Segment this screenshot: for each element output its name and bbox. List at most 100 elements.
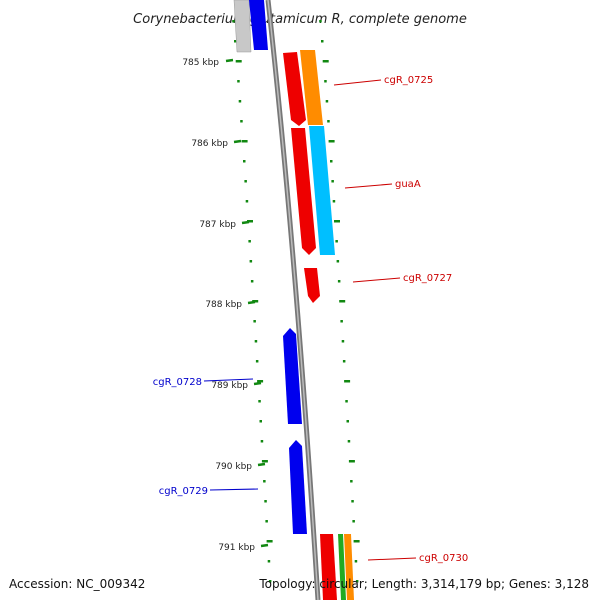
scale-dot	[331, 180, 334, 183]
gene-cgR_0729[interactable]	[289, 440, 307, 534]
scale-label: 791 kbp	[218, 543, 255, 553]
scale-dot	[249, 260, 253, 263]
scale-dot	[345, 400, 348, 403]
scale-dot	[235, 60, 242, 63]
gene-label-cgR_0728[interactable]: cgR_0728	[153, 377, 202, 388]
scale-dot	[259, 420, 262, 423]
gene-label-cgR_0725[interactable]: cgR_0725	[384, 75, 433, 86]
scale-tick	[247, 300, 256, 305]
leader-line	[344, 183, 393, 189]
scale-dot	[232, 20, 235, 23]
scale-tick	[241, 220, 250, 225]
scale-tick	[253, 381, 262, 386]
scale-label: 786 kbp	[191, 139, 228, 149]
scale-dot	[355, 580, 359, 583]
gene-cgR_0725-annotation[interactable]	[300, 50, 323, 125]
leader-line	[367, 557, 417, 561]
scale-dot	[327, 120, 330, 123]
scale-dot	[352, 520, 355, 523]
scale-dot	[261, 460, 268, 463]
scale-dot	[344, 380, 351, 383]
scale-dot	[243, 160, 246, 163]
scale-dot	[347, 440, 351, 443]
scale-dot	[266, 540, 273, 543]
scale-dot	[265, 520, 268, 523]
scale-dot	[268, 580, 272, 583]
scale-dot	[319, 20, 322, 23]
scale-track-outer	[319, 20, 360, 583]
scale-dot	[337, 280, 341, 283]
scale-tick	[233, 139, 242, 144]
scale-label: 787 kbp	[199, 220, 236, 230]
scale-dot	[248, 240, 251, 243]
scale-dot	[245, 200, 249, 203]
gene-label-guaA[interactable]: guaA	[395, 179, 421, 190]
scale-tick	[257, 462, 266, 467]
scale-dot	[351, 500, 354, 503]
scale-label: 790 kbp	[215, 462, 252, 472]
scale-dot	[254, 340, 258, 343]
leader-line	[203, 378, 254, 382]
gene-cgR_0730[interactable]	[320, 534, 337, 600]
gene-cgR_0727[interactable]	[304, 268, 320, 303]
leader-line	[209, 488, 259, 491]
scale-dot	[348, 460, 355, 463]
accession-text: Accession: NC_009342	[9, 577, 146, 591]
scale-dot	[325, 100, 329, 103]
gene-grey-top[interactable]	[233, 0, 252, 53]
gene-guaA-annotation[interactable]	[309, 126, 335, 255]
scale-tick	[225, 58, 234, 63]
scale-dot	[253, 320, 256, 323]
scale-dot	[335, 240, 338, 243]
gene-cgR_0728[interactable]	[283, 328, 302, 424]
scale-dot	[258, 400, 261, 403]
scale-dot	[264, 500, 267, 503]
scale-dot	[324, 80, 327, 83]
scale-dot	[330, 160, 333, 163]
scale-dot	[257, 380, 264, 383]
scale-track-inner	[232, 20, 273, 583]
scale-dot	[234, 40, 237, 43]
scale-dot	[263, 480, 266, 483]
scale-tick	[260, 543, 269, 548]
topology-text: Topology: circular; Length: 3,314,179 bp…	[259, 577, 589, 591]
scale-dot	[241, 140, 248, 143]
scale-dot	[341, 340, 345, 343]
scale-dot	[336, 260, 340, 263]
scale-dot	[267, 560, 271, 563]
scale-label: 785 kbp	[182, 58, 219, 68]
scale-dot	[340, 320, 343, 323]
gene-cgR_0725[interactable]	[283, 52, 306, 126]
scale-dot	[255, 360, 259, 363]
scale-label: 789 kbp	[211, 381, 248, 391]
genome-backbone-highlight	[267, 0, 319, 600]
scale-dot	[238, 100, 242, 103]
scale-dot	[321, 40, 324, 43]
scale-dot	[346, 420, 349, 423]
gene-blue-top[interactable]	[249, 0, 268, 50]
scale-dot	[354, 560, 358, 563]
scale-dot	[353, 540, 360, 543]
scale-dot	[250, 280, 254, 283]
scale-dot	[332, 200, 336, 203]
scale-dot	[240, 120, 243, 123]
scale-dot	[342, 360, 346, 363]
scale-label: 788 kbp	[205, 300, 242, 310]
scale-dot	[339, 300, 346, 303]
gene-guaA[interactable]	[291, 128, 316, 255]
map-title: Corynebacterium glutamicum R, complete g…	[133, 12, 467, 27]
scale-dot	[252, 300, 259, 303]
scale-dot	[247, 220, 253, 223]
scale-dot	[322, 60, 329, 63]
gene-label-cgR_0727[interactable]: cgR_0727	[403, 273, 452, 284]
leader-line	[333, 79, 382, 86]
gene-cgR_0730-annotation-orange[interactable]	[344, 534, 354, 600]
scale-dot	[328, 140, 335, 143]
gene-label-cgR_0730[interactable]: cgR_0730	[419, 553, 468, 564]
scale-dot	[350, 480, 353, 483]
gene-cgR_0730-annotation-green[interactable]	[338, 534, 346, 600]
scale-dot	[244, 180, 247, 183]
gene-label-cgR_0729[interactable]: cgR_0729	[159, 486, 208, 497]
scale-dot	[237, 80, 240, 83]
